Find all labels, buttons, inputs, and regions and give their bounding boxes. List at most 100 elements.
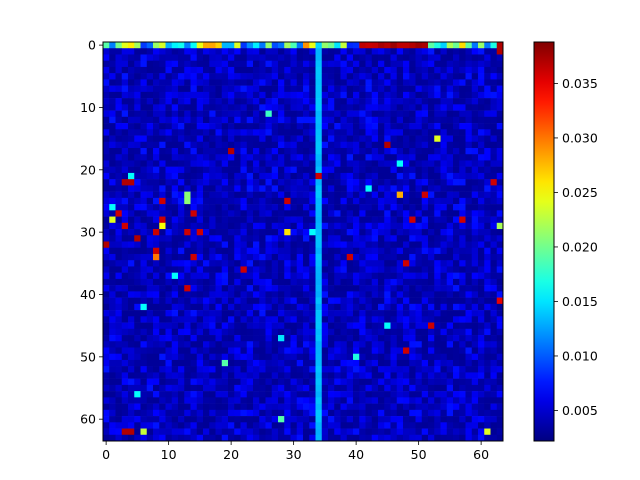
heatmap-cell <box>415 303 423 311</box>
heatmap-cell <box>409 366 416 373</box>
heatmap-cell <box>234 297 241 305</box>
heatmap-cell <box>390 110 398 118</box>
heatmap-cell <box>346 278 354 286</box>
heatmap-cell <box>340 129 348 136</box>
heatmap-cell <box>440 66 448 74</box>
heatmap-cell <box>453 104 460 111</box>
heatmap-cell <box>321 428 329 436</box>
heatmap-cell <box>371 272 379 280</box>
heatmap-cell <box>446 42 454 49</box>
heatmap-cell <box>359 141 366 149</box>
heatmap-cell <box>415 384 423 392</box>
heatmap-cell <box>190 48 198 55</box>
heatmap-cell <box>184 409 191 417</box>
heatmap-cell <box>396 266 404 273</box>
heatmap-cell <box>390 291 398 298</box>
heatmap-cell <box>428 391 435 398</box>
heatmap-cell <box>115 216 123 224</box>
heatmap-cell <box>190 197 198 205</box>
heatmap-cell <box>271 160 279 167</box>
heatmap-cell <box>121 116 129 124</box>
heatmap-cell <box>328 372 335 379</box>
heatmap-cell <box>446 172 454 180</box>
heatmap-cell <box>303 359 310 367</box>
heatmap-cell <box>340 316 348 323</box>
heatmap-cell <box>184 197 191 205</box>
heatmap-cell <box>378 116 385 124</box>
heatmap-cell <box>259 179 266 186</box>
heatmap-cell <box>409 154 416 161</box>
heatmap-cell <box>259 347 266 355</box>
heatmap-cell <box>446 328 454 336</box>
heatmap-cell <box>128 278 135 286</box>
heatmap-cell <box>484 372 491 379</box>
heatmap-cell <box>490 166 498 174</box>
heatmap-cell <box>134 210 141 217</box>
heatmap-cell <box>159 42 166 49</box>
heatmap-cell <box>234 60 241 68</box>
heatmap-cell <box>215 73 223 80</box>
heatmap-cell <box>353 366 360 373</box>
heatmap-cell <box>378 204 385 211</box>
heatmap-cell <box>134 422 141 429</box>
heatmap-cell <box>271 353 279 361</box>
heatmap-cell <box>259 328 266 336</box>
heatmap-cell <box>371 241 379 249</box>
heatmap-cell <box>246 210 254 217</box>
heatmap-cell <box>490 129 498 136</box>
heatmap-cell <box>321 141 329 149</box>
heatmap-cell <box>159 422 166 429</box>
heatmap-cell <box>390 391 398 398</box>
heatmap-cell <box>253 98 260 105</box>
heatmap-cell <box>421 210 429 217</box>
heatmap-cell <box>378 91 385 99</box>
heatmap-cell <box>428 129 435 136</box>
heatmap-cell <box>434 210 441 217</box>
heatmap-cell <box>134 241 141 249</box>
heatmap-cell <box>365 397 373 404</box>
heatmap-cell <box>446 229 454 236</box>
heatmap-cell <box>103 266 110 273</box>
heatmap-cell <box>484 285 491 292</box>
heatmap-cell <box>190 166 198 174</box>
heatmap-cell <box>184 285 191 292</box>
heatmap-cell <box>109 359 116 367</box>
heatmap-cell <box>140 409 148 417</box>
heatmap-cell <box>490 235 498 242</box>
heatmap-cell <box>378 247 385 255</box>
heatmap-cell <box>465 378 473 386</box>
heatmap-cell <box>146 129 154 136</box>
heatmap-cell <box>471 166 479 174</box>
heatmap-cell <box>128 272 135 280</box>
heatmap-cell <box>459 172 466 180</box>
heatmap-cell <box>396 42 404 49</box>
heatmap-cell <box>103 409 110 417</box>
heatmap-cell <box>365 85 373 93</box>
heatmap-cell <box>440 79 448 86</box>
heatmap-cell <box>471 372 479 379</box>
heatmap-cell <box>403 303 410 311</box>
heatmap-cell <box>340 104 348 111</box>
heatmap-cell <box>478 316 485 323</box>
heatmap-cell <box>221 260 229 267</box>
heatmap-cell <box>121 378 129 386</box>
heatmap-cell <box>265 123 273 130</box>
heatmap-cell <box>146 384 154 392</box>
heatmap-cell <box>465 422 473 429</box>
heatmap-cell <box>203 110 210 118</box>
heatmap-cell <box>165 172 173 180</box>
heatmap-cell <box>171 42 179 49</box>
heatmap-cell <box>434 403 441 411</box>
heatmap-cell <box>203 316 210 323</box>
heatmap-cell <box>303 154 310 161</box>
heatmap-cell <box>346 210 354 217</box>
heatmap-cell <box>190 328 198 336</box>
heatmap-cell <box>109 60 116 68</box>
heatmap-cell <box>103 79 110 86</box>
heatmap-cell <box>109 428 116 436</box>
heatmap-cell <box>259 335 266 342</box>
heatmap-cell <box>303 54 310 61</box>
heatmap-cell <box>196 235 204 242</box>
heatmap-cell <box>459 366 466 373</box>
heatmap-cell <box>496 241 504 249</box>
